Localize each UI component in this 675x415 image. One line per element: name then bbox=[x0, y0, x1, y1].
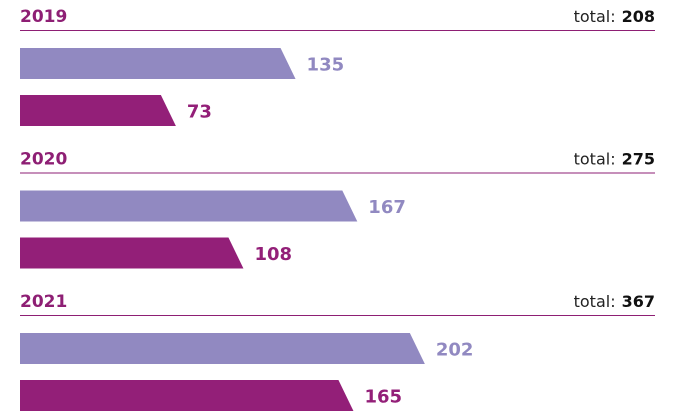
total-value: 275 bbox=[622, 149, 655, 168]
value-label: 73 bbox=[187, 102, 212, 123]
value-label: 108 bbox=[254, 244, 292, 265]
total-label: total: bbox=[574, 149, 616, 168]
total: total: 367 bbox=[574, 292, 655, 311]
bar bbox=[20, 48, 296, 79]
year-label: 2020 bbox=[20, 150, 67, 170]
bar bbox=[20, 333, 425, 364]
total: total: 208 bbox=[574, 7, 655, 26]
total-value: 367 bbox=[622, 292, 655, 311]
year-label: 2021 bbox=[20, 292, 67, 312]
total-label: total: bbox=[574, 7, 616, 26]
total-label: total: bbox=[574, 292, 616, 311]
bar bbox=[20, 190, 358, 222]
bar bbox=[20, 95, 176, 126]
value-label: 165 bbox=[364, 387, 402, 408]
value-label: 135 bbox=[307, 55, 345, 76]
bar bbox=[20, 380, 354, 411]
total-value: 208 bbox=[622, 7, 655, 26]
total: total: 275 bbox=[574, 149, 655, 168]
value-label: 167 bbox=[368, 197, 406, 218]
value-label: 202 bbox=[436, 340, 474, 361]
year-label: 2019 bbox=[20, 7, 67, 27]
bar bbox=[20, 237, 244, 269]
